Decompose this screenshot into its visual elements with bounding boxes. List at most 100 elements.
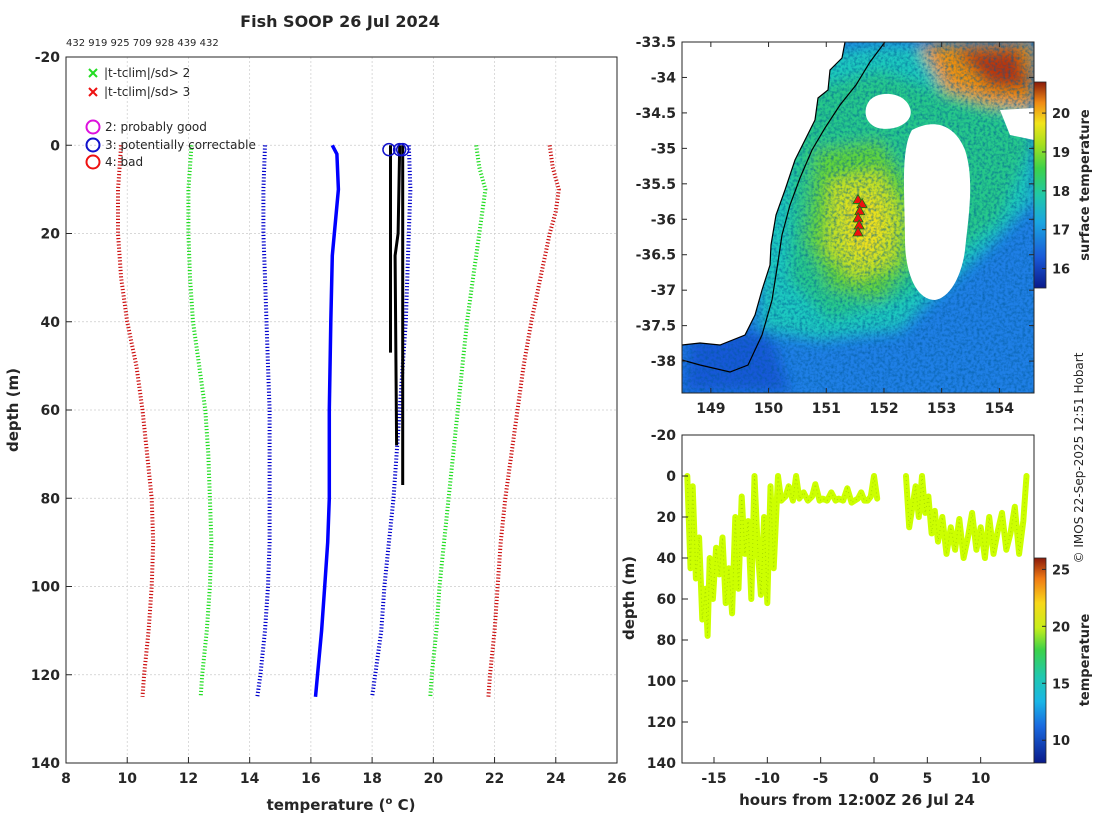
green-cross-icon	[88, 68, 98, 78]
map-ticks: 149 150 151 152 153 154 -33.5 -34 -34.5 -35 -35.5 -…	[636, 35, 1034, 417]
land-mass	[682, 42, 845, 345]
sst-colorbar	[1033, 81, 1047, 289]
time-y-tick-label: -20	[651, 428, 677, 444]
sst-colorbar-tick-label: 20	[1052, 107, 1070, 122]
time-ticks: -15 -10 -5 0 5 10 -20 0 20 40 60 80 100 120 140	[647, 428, 991, 787]
profile-y-tick-label: 40	[41, 315, 61, 331]
profile-series-clim-3sd	[116, 145, 156, 697]
time-y-tick-label: 100	[647, 674, 676, 690]
flag-circle-marker	[382, 142, 396, 157]
time-x-tick-label: 5	[922, 771, 932, 787]
sst-field	[682, 42, 1034, 393]
map-lat-tick-label: -34	[651, 70, 677, 86]
sst-colorbar-label: surface temperature	[1078, 109, 1093, 261]
profile-y-tick-label: 100	[31, 580, 60, 596]
time-y-tick-label: 20	[657, 510, 677, 526]
map-lon-tick-label: 149	[696, 401, 725, 417]
profile-y-tick-label: -20	[35, 50, 61, 66]
time-y-tick-label: 80	[657, 633, 677, 649]
time-x-tick-label: -5	[813, 771, 829, 787]
legend: |t-tclim|/sd> 2 |t-tclim|/sd> 3 2: proba…	[85, 66, 256, 170]
profile-x-tick-label: 18	[362, 771, 381, 787]
time-depth-chart: -15 -10 -5 0 5 10 -20 0 20 40 60 80 100 120 140 depth …	[620, 428, 1093, 809]
credit-line: © IMOS 22-Sep-2025 12:51 Hobart	[1072, 352, 1086, 564]
profile-y-tick-label: 0	[50, 138, 60, 154]
profile-x-tick-label: 10	[117, 771, 137, 787]
legend-flag-2: 2: probably good	[85, 119, 207, 135]
station-triangle-marker	[854, 204, 866, 216]
time-track-segment	[778, 473, 881, 506]
time-x-tick-label: -15	[701, 771, 726, 787]
profile-x-tick-label: 12	[179, 771, 198, 787]
profile-x-tick-label: 24	[546, 771, 566, 787]
map-lat-tick-label: -37	[651, 283, 676, 299]
legend-label-flag3: 3: potentially correctable	[105, 138, 256, 152]
station-triangle-marker	[852, 226, 864, 237]
legend-label-flag2: 2: probably good	[105, 120, 207, 134]
profile-series-group	[116, 144, 561, 698]
legend-label-2sd: |t-tclim|/sd> 2	[104, 66, 190, 80]
profile-series-profile	[313, 144, 341, 697]
sst-colorbar-tick-label: 17	[1052, 224, 1070, 239]
legend-flag-4: 4: bad	[85, 154, 143, 170]
map-lon-tick-label: 151	[812, 401, 841, 417]
sst-colorbar-tick-label: 19	[1052, 146, 1070, 161]
time-ylabel: depth (m)	[620, 556, 638, 640]
profile-xlabel: temperature (o C)	[267, 796, 416, 814]
map-lon-tick-label: 153	[927, 401, 956, 417]
profile-y-tick-label: 140	[31, 756, 60, 772]
time-x-tick-label: 10	[971, 771, 991, 787]
time-y-tick-label: 0	[666, 469, 676, 485]
temp-colorbar	[1033, 557, 1047, 764]
map-lon-tick-label: 150	[754, 401, 783, 417]
legend-cross-3sd: |t-tclim|/sd> 3	[88, 85, 190, 99]
map-lat-tick-label: -35.5	[636, 177, 676, 193]
flag-circles-group	[382, 142, 410, 157]
legend-label-flag4: 4: bad	[105, 155, 143, 169]
profile-x-tick-label: 22	[485, 771, 504, 787]
profile-series-clim-3sd	[486, 145, 561, 697]
temp-colorbar-tick-label: 15	[1052, 677, 1070, 692]
profile-ticks: 8 10 12 14 16 18 20 22 24 26 -20 0 20 40 60 80 100 120 140	[31, 50, 627, 787]
flag-circle-marker	[395, 142, 410, 157]
profile-series-inset-2	[393, 145, 402, 446]
map-lat-tick-label: -36	[651, 212, 676, 228]
map-lon-tick-label: 152	[869, 401, 898, 417]
time-track-group	[684, 473, 1030, 639]
temp-colorbar-tick-label: 10	[1052, 734, 1070, 749]
platform-id-line: 432 919 925 709 928 439 432	[66, 38, 219, 49]
profile-plot-area	[66, 57, 617, 763]
sst-map: 149 150 151 152 153 154 -33.5 -34 -34.5 -35 -35.5 -…	[636, 35, 1093, 417]
time-track-segment	[684, 473, 785, 639]
map-lat-tick-label: -33.5	[636, 35, 676, 51]
time-xlabel: hours from 12:00Z 26 Jul 24	[739, 791, 975, 809]
profile-y-tick-label: 120	[31, 668, 60, 684]
coastline	[682, 42, 846, 346]
figure-title: Fish SOOP 26 Jul 2024	[240, 12, 440, 31]
legend-flag-3: 3: potentially correctable	[85, 137, 256, 153]
map-lat-tick-label: -36.5	[636, 248, 676, 264]
legend-cross-2sd: |t-tclim|/sd> 2	[88, 66, 190, 80]
magenta-circle-icon	[85, 119, 101, 135]
map-lat-tick-label: -38	[651, 354, 676, 370]
profile-series-clim-2sd	[428, 145, 488, 697]
sst-colorbar-ticks: 16 17 18 19 20	[1042, 107, 1070, 278]
time-y-tick-label: 140	[647, 756, 676, 772]
blue-circle-icon	[85, 137, 101, 153]
time-y-tick-label: 40	[657, 551, 677, 567]
time-x-tick-label: 0	[869, 771, 879, 787]
map-lon-tick-label: 154	[985, 401, 1014, 417]
time-track-segment	[903, 473, 1030, 561]
profile-chart: 8 10 12 14 16 18 20 22 24 26 -20 0 20 40 60 80 100 120 140…	[4, 50, 627, 814]
station-markers	[852, 193, 868, 237]
temp-colorbar-tick-label: 20	[1052, 620, 1070, 635]
profile-x-tick-label: 14	[240, 771, 260, 787]
time-x-tick-label: -10	[755, 771, 781, 787]
profile-ylabel: depth (m)	[4, 368, 22, 452]
profile-x-tick-label: 16	[301, 771, 320, 787]
time-y-tick-label: 60	[657, 592, 677, 608]
profile-x-tick-label: 20	[424, 771, 444, 787]
temp-colorbar-label: temperature	[1078, 614, 1093, 707]
legend-label-3sd: |t-tclim|/sd> 3	[104, 85, 190, 99]
